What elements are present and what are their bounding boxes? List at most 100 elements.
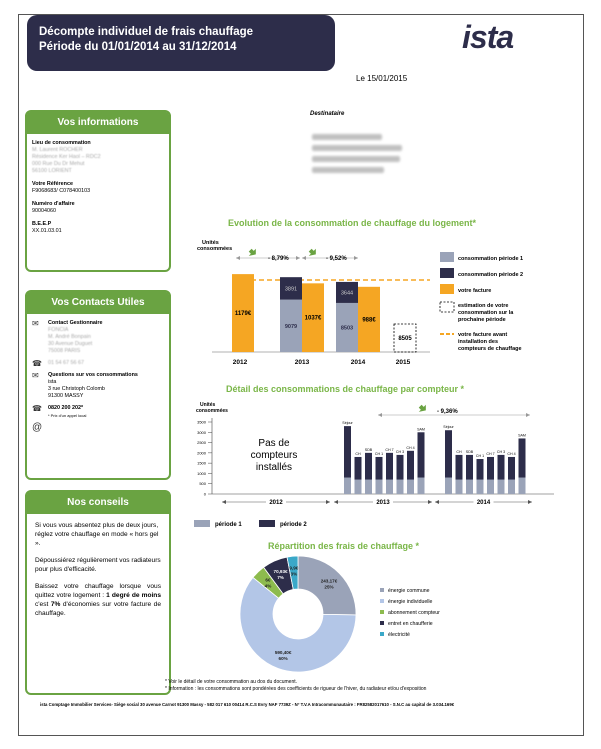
phone-icon: ☎ [32, 359, 42, 368]
evolution-chart: Unités consommées 1179€ 2012 9079 3891 1037€… [197, 240, 523, 366]
pie-value-2: 6€ [265, 578, 271, 583]
det-bar-p2-2014-0 [445, 430, 452, 478]
ista-logo: ista [462, 19, 514, 55]
document-header: Décompte individuel de frais chauffage P… [27, 15, 335, 71]
envelope-icon: ✉ [32, 371, 39, 380]
det-bar-p1-2014-0 [445, 477, 452, 494]
det-ytick-500: 500 [199, 481, 206, 486]
footnote-1: * Voir le détail de votre consommation a… [165, 679, 298, 685]
legend-estimation-1: estimation de votre [458, 303, 508, 309]
det-ytick-2500: 2500 [197, 440, 207, 445]
lieu-line2: Résidence Ker Haol – RDC2 [32, 154, 101, 160]
det-meter-label-2014-4: CH 7 [486, 452, 494, 456]
pie-legend-label-3: entret en chaufferie [388, 621, 433, 627]
lieu-line1: M. Laurent ROCHER [32, 147, 83, 153]
lieu-line3: 000 Rue Du Dr Mehut [32, 161, 85, 167]
det-meter-label-2013-2: SDB [365, 448, 373, 452]
envelope-icon: ✉ [32, 319, 39, 328]
det-bar-p2-2013-0 [344, 426, 351, 478]
det-bar-p1-2013-7 [417, 477, 425, 494]
pie-legend-swatch-4 [380, 632, 384, 636]
legend-swatch-p1 [440, 252, 454, 262]
no-meter-1: Pas de [258, 438, 290, 449]
pie-legend-label-1: énergie individuelle [388, 599, 433, 605]
gestionnaire-line2: M. André Bonpain [48, 334, 91, 340]
evolution-title: Evolution de la consommation de chauffag… [228, 218, 477, 228]
repartition-chart: 243,17€25% 590,40€60% 6€4% 70,93€7% 9,9€3% é… [240, 555, 440, 673]
evo-bar-p1-2013 [280, 299, 302, 352]
document-footer: ista Comptage Immobilier Services- Siège… [40, 702, 455, 707]
det-ytick-1000: 1000 [197, 471, 207, 476]
document-date: Le 15/01/2015 [356, 74, 408, 83]
det-ytick-3500: 3500 [197, 420, 207, 425]
det-bar-p2-2014-1 [455, 454, 463, 480]
det-bar-p1-2013-2 [365, 479, 372, 494]
det-bar-p1-2014-2 [466, 479, 473, 494]
det-ylabel-2: consommées [196, 408, 228, 414]
evo-label-p2-2013: 3891 [285, 286, 297, 292]
det-legend-p1: période 1 [215, 522, 242, 528]
phone2-note: * Prix d'un appel local [48, 413, 87, 418]
det-period-2012: 2012 [269, 500, 283, 506]
evo-xtick-2014: 2014 [351, 359, 366, 366]
header-title-line1: Décompte individuel de frais chauffage [39, 26, 254, 38]
repartition-title: Répartition des frais de chauffage * [268, 541, 420, 551]
det-meter-label-2014-7: SAM [518, 433, 526, 437]
det-bar-p2-2013-1 [354, 456, 362, 480]
det-bar-p2-2014-6 [508, 456, 515, 480]
legend-swatch-facture [440, 284, 454, 294]
pie-percent-2: 4% [265, 584, 272, 589]
det-bar-p2-2014-3 [476, 459, 484, 480]
header-title-line2: Période du 01/01/2014 au 31/12/2014 [39, 41, 237, 53]
recipient-label: Destinataire [310, 111, 345, 117]
det-ytick-2000: 2000 [197, 450, 207, 455]
pie-percent-1: 60% [279, 656, 288, 661]
evo-ylabel-2: consommées [197, 246, 232, 252]
det-bar-p2-2014-2 [466, 454, 473, 480]
legend-avant-1: votre facture avant [458, 332, 507, 338]
det-period-2013: 2013 [376, 500, 390, 506]
det-meter-label-2014-6: CH 4 [507, 452, 515, 456]
det-bar-p2-2013-5 [396, 454, 404, 480]
evo-bar-p2-2013 [280, 277, 302, 300]
det-bar-p1-2013-3 [375, 479, 383, 494]
det-meter-label-2014-2: SDB [466, 450, 474, 454]
pie-value-1: 590,40€ [275, 650, 292, 655]
pie-value-0: 243,17€ [321, 578, 338, 583]
det-bar-p2-2013-2 [365, 452, 372, 480]
evo-label-facture-2014: 988€ [362, 317, 376, 323]
beep-value: XX.01.03.01 [32, 228, 62, 234]
recipient-address-blurred [312, 134, 407, 194]
evo-xtick-2012: 2012 [233, 359, 248, 366]
contacts-box: Vos Contacts Utiles ✉ Contact Gestionnai… [25, 290, 171, 480]
det-bar-p1-2014-5 [497, 479, 505, 494]
evo-xtick-2015: 2015 [396, 359, 411, 366]
down-arrow-icon [308, 248, 316, 256]
det-ylabel-1: Unités [200, 402, 216, 408]
det-meter-label-2014-1: CH [456, 450, 462, 454]
det-bar-p1-2014-6 [508, 479, 515, 494]
gestionnaire-name: FONCIA [48, 327, 69, 333]
det-ytick-0: 0 [204, 492, 207, 497]
evo-label-p2-2014: 3644 [341, 290, 353, 296]
pie-value-3: 70,93€ [274, 569, 288, 574]
detail-title: Détail des consommations de chauffage pa… [226, 384, 465, 394]
pie-slice-4 [286, 555, 299, 590]
det-bar-p1-2013-6 [407, 479, 414, 494]
pie-legend-label-4: électricité [388, 632, 410, 638]
det-meter-label-2013-5: CH 3 [396, 450, 404, 454]
pie-legend-label-2: abonnement compteur [388, 610, 440, 616]
infos-box: Vos informations Lieu de consommation M.… [25, 110, 171, 272]
det-legend-swatch-p1 [194, 520, 210, 527]
evo-bar-p2-2014 [336, 281, 358, 303]
pie-legend-swatch-0 [380, 588, 384, 592]
det-bar-p2-2013-6 [407, 450, 414, 480]
evo-bar-facture-2014 [358, 286, 380, 352]
phone-icon: ☎ [32, 404, 42, 413]
footnote-2: * Information : les consommations sont p… [165, 686, 427, 692]
conseil-1: Si vous vous absentez plus de deux jours… [35, 522, 159, 547]
evo-label-p1-2013: 9079 [285, 324, 297, 330]
det-bar-p1-2014-7 [518, 477, 526, 494]
legend-p1: consommation période 1 [458, 256, 523, 262]
evo-label-facture-2013: 1037€ [305, 316, 322, 322]
